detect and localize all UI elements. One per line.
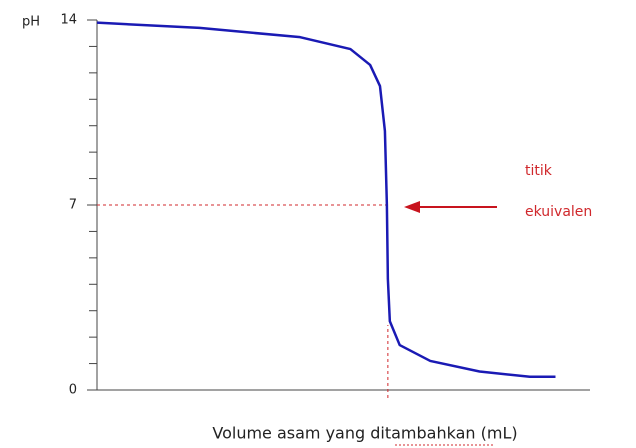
arrow-head	[404, 201, 420, 213]
titration-curve	[96, 21, 556, 379]
x-axis-label: Volume asam yang ditambahkan (mL)	[212, 424, 517, 443]
annotation-line: ekuivalen	[525, 204, 592, 220]
annotation-line: titik	[525, 163, 553, 179]
y-tick-label: 14	[60, 13, 77, 28]
y-axis-label: pH	[22, 15, 40, 30]
y-tick-label: 7	[69, 198, 77, 213]
y-tick-label: 0	[69, 383, 77, 398]
